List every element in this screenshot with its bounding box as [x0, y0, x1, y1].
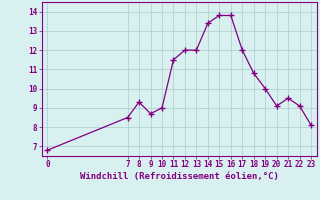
X-axis label: Windchill (Refroidissement éolien,°C): Windchill (Refroidissement éolien,°C): [80, 172, 279, 181]
